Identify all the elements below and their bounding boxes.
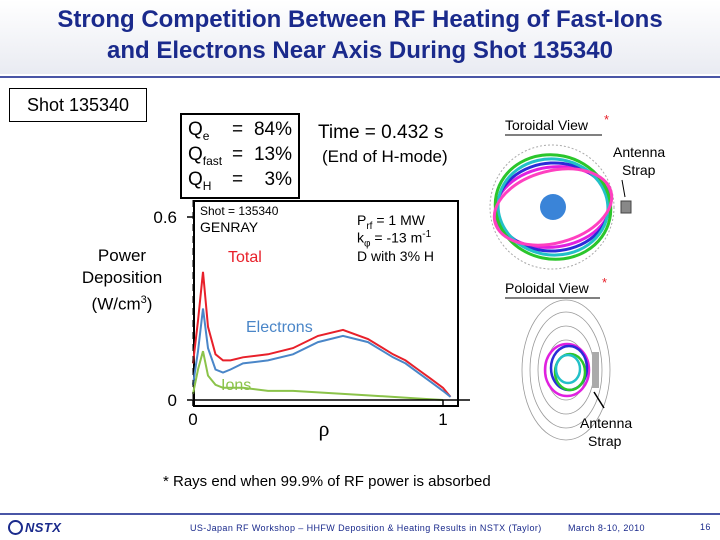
genray-box: [193, 200, 459, 407]
page-number: 16: [700, 522, 711, 532]
q-fast-value: 13%: [253, 144, 292, 165]
slide-title: Strong Competition Between RF Heating of…: [0, 0, 720, 74]
series-layer: [192, 271, 452, 401]
footer-center: US-Japan RF Workshop – HHFW Deposition &…: [190, 523, 542, 533]
title-line-2: and Electrons Near Axis During Shot 1353…: [107, 37, 613, 64]
q-electrons-value: 84%: [253, 119, 292, 140]
q-fast-row: Qfast = 13%: [188, 144, 296, 168]
toroidal-view-title: Toroidal View: [505, 117, 589, 133]
shot-label-box: Shot 135340: [9, 88, 147, 122]
nstx-logo-icon: [8, 520, 23, 535]
time-label: Time = 0.432 s: [318, 122, 444, 143]
series-label-total: Total: [228, 249, 262, 266]
title-divider: [0, 76, 720, 78]
x-tick-label-1: 1: [438, 410, 447, 429]
series-line-ions: [192, 350, 444, 401]
power-fraction-box: Qe = 84% Qfast = 13% QH = 3%: [180, 113, 300, 199]
d-label: D with 3% H: [357, 248, 435, 264]
antenna-strap-marker: [620, 200, 632, 214]
toroidal-view-star: *: [604, 112, 609, 127]
footer-divider: [0, 513, 720, 515]
toroidal-boundary: [489, 144, 615, 270]
poloidal-ray: [543, 342, 591, 398]
q-fast-equals: =: [232, 144, 244, 165]
genray-shot-label: Shot = 135340: [200, 204, 279, 218]
flux-surface: [521, 299, 611, 441]
q-hydrogen-symbol: QH: [188, 169, 212, 193]
y-axis-label-line-3: (W/cm3): [91, 294, 153, 314]
series-line-electrons: [192, 308, 452, 398]
series-label-electrons: Electrons: [246, 319, 313, 336]
poloidal-view: Poloidal View * Antenna Strap: [505, 275, 632, 449]
title-line-1: Strong Competition Between RF Heating of…: [57, 6, 663, 33]
poloidal-antenna-label-2: Strap: [588, 433, 622, 449]
y-axis-label-line-1: Power: [97, 246, 147, 265]
q-electrons-row: Qe = 84%: [188, 119, 296, 143]
toroidal-ray: [492, 167, 614, 247]
poloidal-rays: [543, 342, 591, 398]
q-fast-symbol: Qfast: [188, 144, 223, 168]
series-line-total: [192, 271, 452, 398]
y-axis-label-line-2: Deposition: [81, 268, 163, 287]
poloidal-antenna-pointer: [593, 391, 605, 409]
toroidal-antenna-pointer: [621, 179, 626, 198]
flux-surface: [529, 311, 603, 429]
q-hydrogen-value: 3%: [264, 169, 292, 190]
x-tick-label-0: 0: [188, 410, 197, 429]
series-label-ions: Ions: [221, 377, 251, 394]
center-stack: [540, 194, 566, 220]
toroidal-antenna-label-1: Antenna: [613, 144, 665, 160]
q-hydrogen-row: QH = 3%: [188, 169, 296, 193]
genray-code-label: GENRAY: [200, 219, 259, 235]
toroidal-antenna-label-2: Strap: [622, 162, 656, 178]
footnote: * Rays end when 99.9% of RF power is abs…: [163, 473, 491, 490]
nstx-logo: NSTX: [8, 520, 61, 535]
poloidal-view-star: *: [602, 275, 607, 290]
x-axis-label: ρ: [319, 416, 330, 441]
y-axis-label: Power Deposition (W/cm3): [72, 245, 172, 316]
y-tick-label-0: 0: [168, 391, 177, 410]
q-electrons-equals: =: [232, 119, 244, 140]
poloidal-antenna: [592, 352, 599, 388]
poloidal-antenna-label-1: Antenna: [580, 415, 632, 431]
toroidal-rays: [492, 153, 614, 261]
toroidal-view: Toroidal View * Antenna Strap: [489, 112, 665, 270]
time-note: (End of H-mode): [322, 147, 448, 166]
poloidal-ray: [554, 353, 582, 385]
q-hydrogen-equals: =: [232, 169, 244, 190]
q-electrons-symbol: Qe: [188, 119, 210, 143]
y-tick-label-0.6: 0.6: [153, 208, 177, 227]
footer-date: March 8-10, 2010: [568, 523, 645, 533]
k-phi-label: kφ = -13 m-1: [357, 229, 432, 250]
prf-label: Prf = 1 MW: [357, 212, 425, 232]
poloidal-view-title: Poloidal View: [505, 280, 590, 296]
toroidal-ray: [493, 153, 613, 261]
